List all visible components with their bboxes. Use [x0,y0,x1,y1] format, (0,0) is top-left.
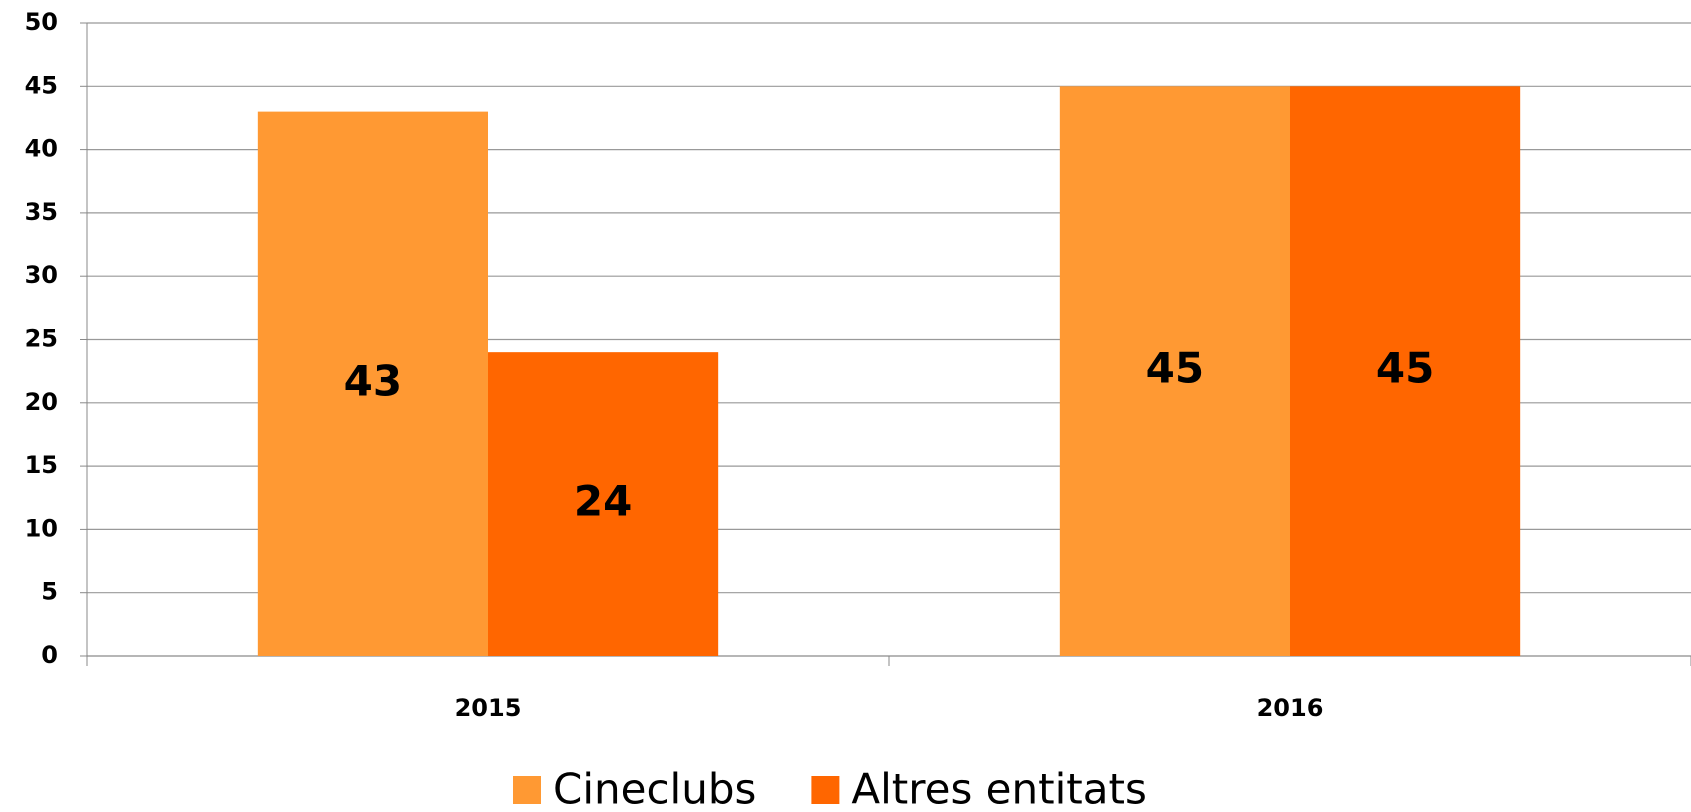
y-tick-label: 30 [25,261,58,289]
bar [1059,86,1290,657]
bar [488,352,719,656]
y-tick-label: 10 [25,514,58,542]
legend-label: Altres entitats [851,765,1146,812]
y-tick-label: 0 [41,641,58,669]
y-tick-label: 25 [25,325,58,353]
x-tick-label: 2015 [455,694,522,722]
y-tick-label: 45 [25,71,58,99]
bar [257,111,488,657]
legend-swatch [513,776,541,804]
y-tick-label: 5 [41,578,58,606]
value-label: 43 [344,356,402,405]
legend-label: Cineclubs [553,765,756,812]
value-label: 45 [1146,344,1204,393]
legend-swatch [811,776,840,804]
y-tick-label: 15 [25,451,58,479]
bar [1290,86,1521,657]
y-tick-label: 35 [25,198,58,226]
y-tick-label: 40 [25,135,58,163]
y-tick-label: 50 [25,8,58,36]
value-label: 45 [1376,344,1434,393]
y-tick-label: 20 [25,388,58,416]
value-label: 24 [574,477,632,526]
x-tick-label: 2016 [1257,694,1324,722]
